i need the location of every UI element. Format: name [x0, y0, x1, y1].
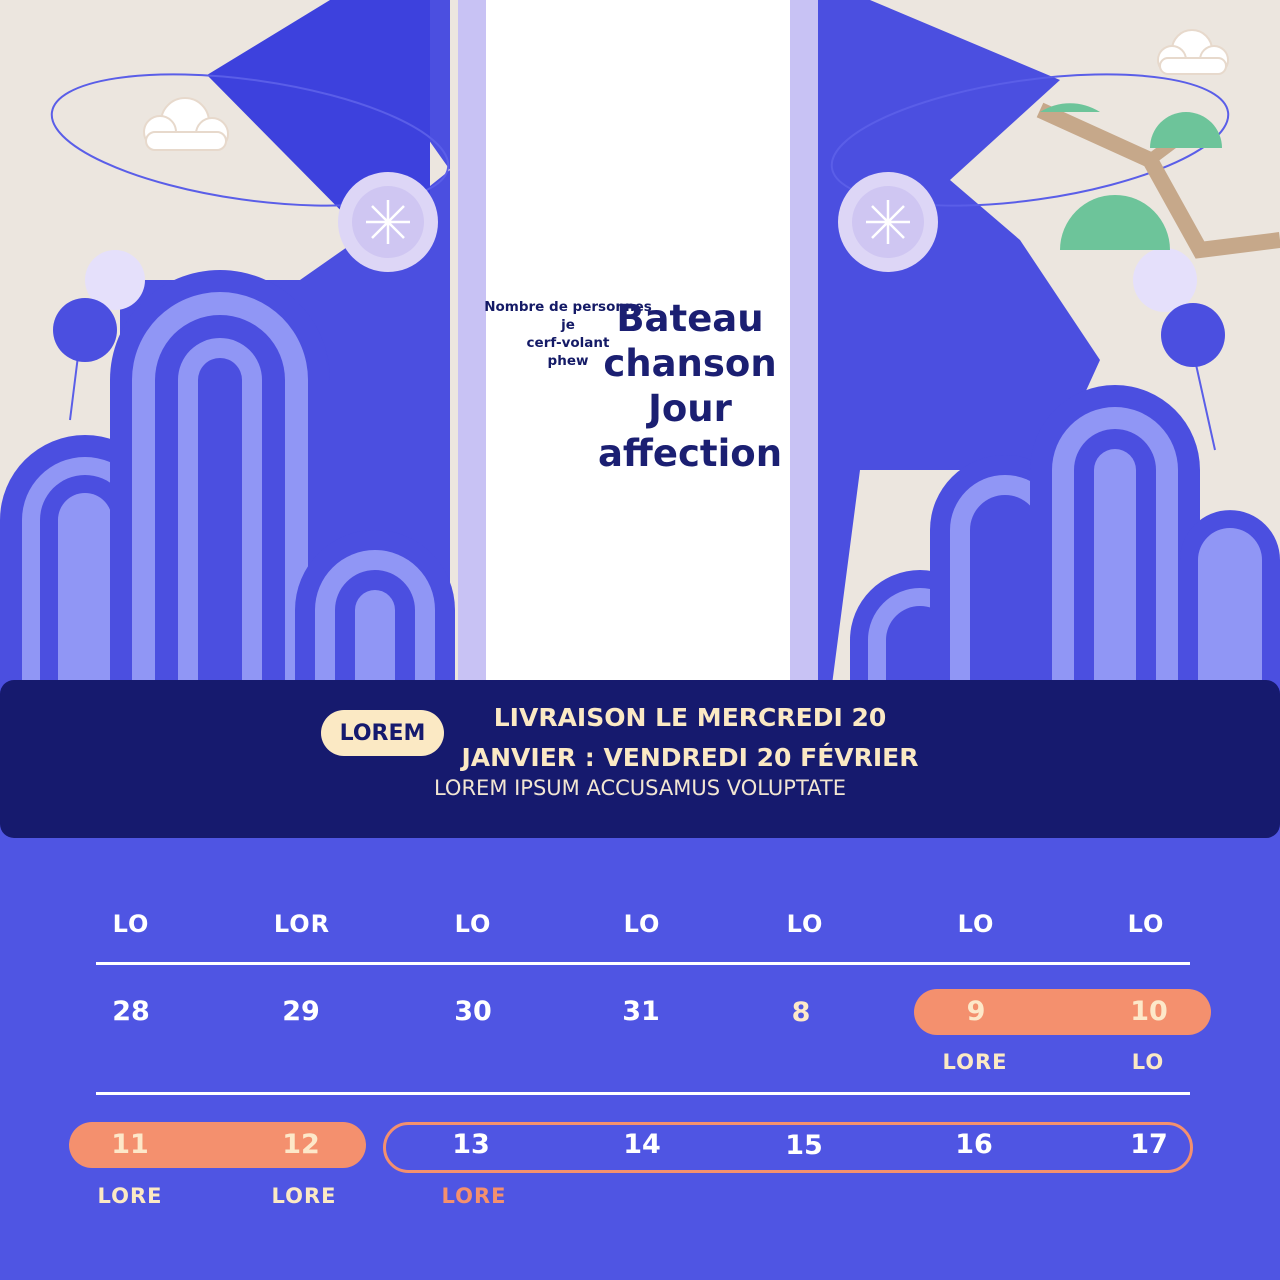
- day-cell: 28: [112, 996, 150, 1027]
- big-word: affection: [597, 432, 783, 475]
- pendant-dark-left: [53, 298, 117, 362]
- illustration: Nombre de personnes je cerf-volant phew …: [0, 0, 1280, 700]
- cloud-left: [143, 97, 229, 151]
- small-word: phew: [547, 353, 589, 369]
- rainbow-hills-left: [0, 270, 455, 700]
- orbit-line-left: [50, 73, 450, 207]
- flower-left: [338, 172, 438, 272]
- headline-line-2: JANVIER : VENDREDI 20 FÉVRIER: [461, 743, 919, 772]
- day-cell: 17: [1130, 1129, 1168, 1160]
- headline-line-1: LIVRAISON LE MERCREDI 20: [493, 703, 887, 732]
- day-cell: 30: [454, 996, 492, 1027]
- small-word: Nombre de personnes: [484, 299, 652, 315]
- center-strip-right: [790, 0, 818, 700]
- delivery-banner: [0, 680, 1280, 838]
- center-panel: [486, 0, 790, 700]
- calendar-divider: [96, 1092, 1190, 1095]
- day-cell: 15: [785, 1130, 823, 1161]
- day-cell: 8: [791, 997, 811, 1028]
- day-cell: 31: [622, 996, 660, 1027]
- weekday-label: LO: [1127, 910, 1165, 938]
- flower-right: [838, 172, 938, 272]
- small-word: je: [561, 317, 575, 333]
- center-strip-left: [458, 0, 486, 700]
- cloud-right: [1157, 29, 1229, 75]
- day-cell: 13: [452, 1129, 490, 1160]
- calendar-divider: [96, 962, 1190, 965]
- weekday-label: LO: [786, 910, 824, 938]
- small-word-list: Nombre de personnes je cerf-volant phew: [470, 298, 666, 370]
- orbit-line-right: [830, 73, 1230, 207]
- lorem-pill: LOREM: [321, 710, 444, 756]
- day-cell: 14: [623, 1129, 661, 1160]
- day-tag: LO: [1131, 1050, 1165, 1074]
- pine-branch: [1036, 102, 1280, 259]
- weekday-label: LO: [112, 910, 150, 938]
- day-cell: 29: [282, 996, 320, 1027]
- pendant-dark-right: [1161, 303, 1225, 367]
- day-cell: 16: [955, 1129, 993, 1160]
- pendant-light-left: [85, 250, 145, 310]
- day-cell-highlighted: 12: [282, 1129, 320, 1160]
- day-tag: LORE: [271, 1184, 337, 1208]
- highlight-range-week2: [69, 1122, 366, 1168]
- weekday-label: LO: [957, 910, 995, 938]
- big-word: Bateau: [616, 297, 764, 340]
- day-tag: LORE: [97, 1184, 163, 1208]
- small-word: cerf-volant: [526, 335, 610, 351]
- day-cell-highlighted: 10: [1130, 996, 1168, 1027]
- weekday-label: LO: [623, 910, 661, 938]
- outlined-range-week2: [383, 1122, 1193, 1173]
- day-cell-highlighted: 9: [966, 996, 986, 1027]
- big-word: Jour: [648, 387, 732, 430]
- weekday-label: LO: [454, 910, 492, 938]
- big-word: chanson: [603, 342, 777, 385]
- delivery-headline: LIVRAISON LE MERCREDI 20 JANVIER : VENDR…: [460, 698, 920, 778]
- day-tag-accent: LORE: [441, 1184, 507, 1208]
- highlight-range-week1: [914, 989, 1211, 1035]
- delivery-subline: LOREM IPSUM ACCUSAMUS VOLUPTATE: [433, 776, 846, 800]
- weekday-label: LOR: [273, 910, 331, 938]
- decorative-art: [0, 0, 1280, 700]
- day-tag: LORE: [942, 1050, 1008, 1074]
- rainbow-hills-right: [850, 385, 1280, 700]
- big-word-list: Bateau chanson Jour affection: [580, 296, 800, 476]
- day-cell-highlighted: 11: [111, 1129, 149, 1160]
- pendant-light-right: [1133, 248, 1197, 312]
